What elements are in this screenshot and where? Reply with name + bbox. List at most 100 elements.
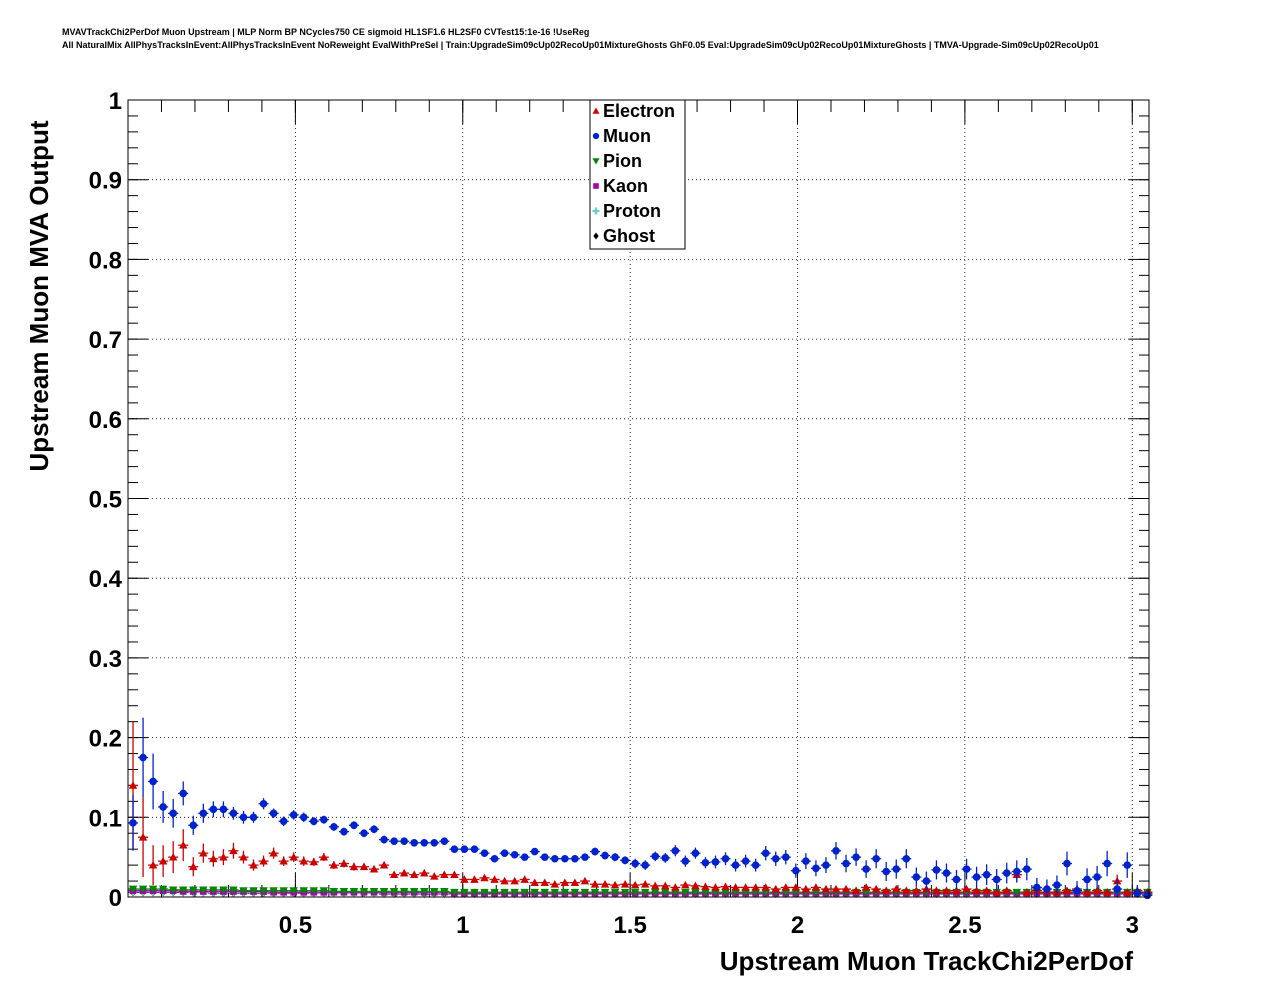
legend-label-proton: Proton — [603, 201, 661, 221]
muon-point — [169, 809, 177, 818]
pion-point — [460, 888, 469, 897]
electron-point — [912, 886, 921, 894]
pion-point — [148, 885, 158, 894]
pion-point — [209, 886, 218, 895]
pion-point — [590, 888, 600, 897]
muon-point — [209, 805, 218, 814]
electron-point — [430, 872, 439, 880]
data-points — [128, 717, 1153, 900]
electron-point — [138, 833, 148, 841]
legend-marker-ghost — [593, 232, 599, 240]
electron-point — [600, 880, 610, 888]
electron-point — [661, 881, 670, 890]
pion-point — [138, 885, 148, 894]
muon-point — [410, 839, 418, 847]
y-tick-label: 1 — [109, 88, 122, 115]
pion-point — [279, 887, 288, 895]
electron-point — [882, 886, 891, 894]
electron-point — [590, 880, 600, 888]
muon-point — [299, 813, 308, 822]
muon-point — [1053, 881, 1061, 889]
electron-point — [932, 886, 941, 894]
electron-point — [962, 884, 971, 893]
electron-point — [440, 870, 449, 879]
muon-point — [199, 809, 208, 818]
electron-point — [811, 883, 821, 891]
electron-point — [892, 884, 901, 893]
pion-point — [420, 888, 429, 896]
muon-point — [400, 837, 408, 845]
electron-point — [359, 862, 369, 871]
electron-point — [992, 888, 1001, 896]
muon-point — [1012, 867, 1021, 876]
y-tick-label: 0 — [109, 885, 122, 912]
electron-point — [158, 856, 168, 865]
y-axis-title: Upstream Muon MVA Output — [24, 120, 54, 471]
muon-point — [942, 869, 951, 877]
muon-point — [661, 854, 670, 862]
electron-point — [490, 875, 499, 883]
muon-point — [470, 845, 479, 853]
pion-point — [389, 888, 399, 896]
electron-point — [199, 848, 208, 857]
muon-point — [440, 837, 449, 845]
electron-point — [741, 883, 750, 891]
electron-point — [1062, 886, 1072, 894]
electron-point — [530, 878, 539, 887]
muon-point — [1143, 891, 1152, 900]
electron-point — [219, 852, 228, 861]
pion-point — [299, 887, 308, 895]
electron-point — [339, 859, 349, 867]
pion-point — [329, 888, 339, 896]
muon-point — [711, 858, 720, 866]
muon-point — [972, 873, 981, 881]
pion-point — [199, 886, 208, 895]
pion-point — [189, 886, 198, 895]
axes: 0 0.1 0.2 0.3 0.4 0.5 0.6 0.7 0.8 0.9 1 0.5 1 1.5 2 2.5… — [89, 88, 1149, 939]
y-tick-label: 0.2 — [89, 726, 122, 753]
muon-point — [812, 864, 820, 873]
muon-point — [832, 846, 840, 855]
electron-point — [671, 883, 680, 891]
muon-point — [822, 861, 830, 869]
muon-point — [500, 849, 509, 857]
electron-point — [791, 883, 801, 891]
muon-point — [932, 866, 941, 874]
electron-point — [168, 852, 178, 861]
pion-point — [289, 887, 298, 895]
muon-point — [551, 854, 559, 863]
muon-point — [330, 823, 338, 831]
y-tick-label: 0.6 — [89, 407, 122, 434]
y-tick-label: 0.4 — [89, 566, 123, 593]
muon-point — [1103, 859, 1111, 868]
electron-point — [550, 880, 560, 888]
electron-point — [1022, 888, 1032, 896]
legend: Electron Muon Pion Kaon Proton Ghost — [589, 99, 686, 250]
muon-point — [691, 849, 700, 857]
x-tick-label: 2.5 — [948, 912, 981, 939]
muon-point — [701, 858, 710, 867]
pion-point — [620, 888, 630, 897]
electron-point — [1002, 886, 1011, 894]
electron-point — [209, 854, 218, 863]
muon-point — [1093, 873, 1101, 881]
electron-point — [711, 883, 720, 891]
electron-point — [731, 883, 740, 891]
electron-point — [148, 860, 158, 869]
pion-point — [540, 888, 549, 897]
electron-point — [420, 868, 429, 877]
pion-point — [530, 888, 539, 897]
muon-point — [571, 854, 579, 863]
muon-point — [219, 805, 228, 814]
legend-label-ghost: Ghost — [603, 226, 655, 246]
y-tick-label: 0.5 — [89, 487, 122, 514]
x-tick-label: 3 — [1126, 912, 1139, 939]
pion-point — [410, 888, 419, 896]
pion-point — [600, 888, 610, 897]
electron-point — [861, 883, 871, 891]
electron-point — [580, 876, 590, 885]
electron-point — [630, 880, 640, 889]
pion-point — [691, 888, 700, 897]
pion-point — [490, 888, 499, 897]
